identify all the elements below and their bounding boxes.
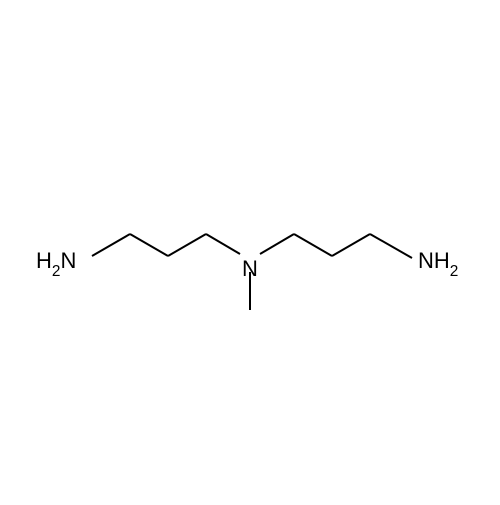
bond [130, 234, 168, 256]
bond [92, 234, 130, 256]
bond [370, 234, 412, 258]
bond [332, 234, 370, 256]
bond [206, 234, 240, 254]
bond [294, 234, 332, 256]
chemical-structure: H2N NH2 N [0, 0, 500, 500]
bond [260, 234, 294, 254]
atom-label-nh2_right: NH2 [418, 248, 458, 278]
atom-label-n_center: N [242, 256, 258, 282]
atom-label-nh2_left: H2N [36, 248, 76, 278]
bond [168, 234, 206, 256]
